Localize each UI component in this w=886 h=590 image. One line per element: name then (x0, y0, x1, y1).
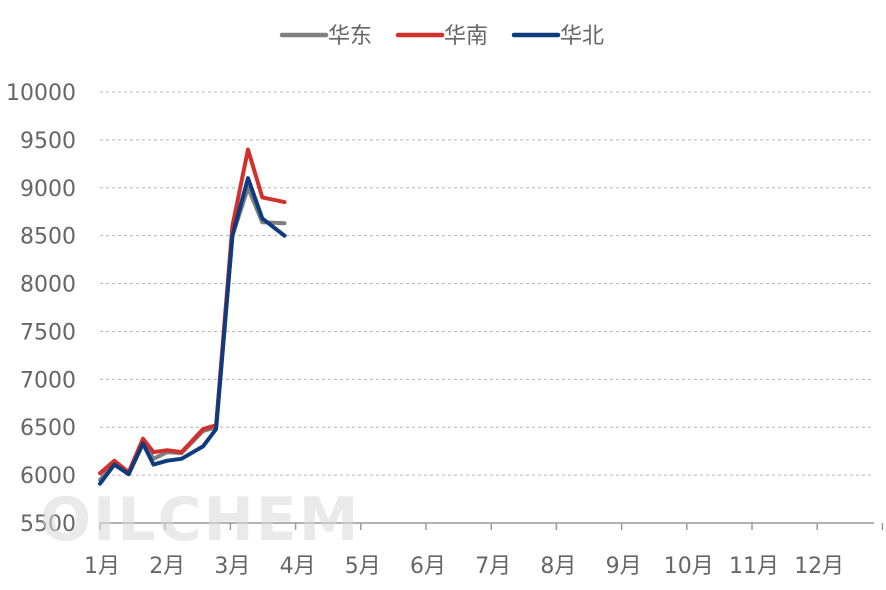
x-tick-label: 5月 (345, 554, 381, 579)
series-lines (98, 147, 287, 486)
y-tick-label: 8500 (20, 225, 76, 250)
y-tick-label: 8000 (20, 273, 76, 298)
x-tick-label: 1月 (84, 554, 120, 579)
y-tick-label: 10000 (6, 81, 76, 106)
legend-label: 华北 (560, 24, 604, 49)
x-tick-label: 12月 (794, 554, 844, 579)
y-tick-label: 6000 (20, 464, 76, 489)
x-tick-label: 3月 (214, 554, 250, 579)
x-tick-label: 4月 (280, 554, 316, 579)
y-tick-label: 7000 (20, 368, 76, 393)
x-tick-label: 7月 (475, 554, 511, 579)
x-tick-label: 11月 (729, 554, 779, 579)
series-line (98, 176, 287, 486)
x-tick-label: 10月 (664, 554, 714, 579)
x-tick-label: 2月 (149, 554, 185, 579)
y-axis-ticks: 5500 6000 6500 7000 7500 8000 8500 9000 9500 1000… (6, 81, 76, 537)
watermark: OILCHEM (40, 485, 361, 555)
x-axis: 1月 2月 3月 4月 5月 6月 7月 8月 9月 10月 11月 12月 (84, 522, 884, 579)
series-line (98, 185, 287, 482)
y-tick-label: 6500 (20, 416, 76, 441)
x-tick-label: 9月 (606, 554, 642, 579)
x-tick-label: 6月 (410, 554, 446, 579)
y-tick-label: 5500 (20, 512, 76, 537)
legend-label: 华东 (328, 24, 372, 49)
legend: 华东 华南 华北 (279, 24, 604, 49)
x-tick-label: 8月 (540, 554, 576, 579)
y-tick-label: 9500 (20, 129, 76, 154)
y-tick-label: 9000 (20, 177, 76, 202)
legend-label: 华南 (444, 24, 488, 49)
y-tick-label: 7500 (20, 320, 76, 345)
